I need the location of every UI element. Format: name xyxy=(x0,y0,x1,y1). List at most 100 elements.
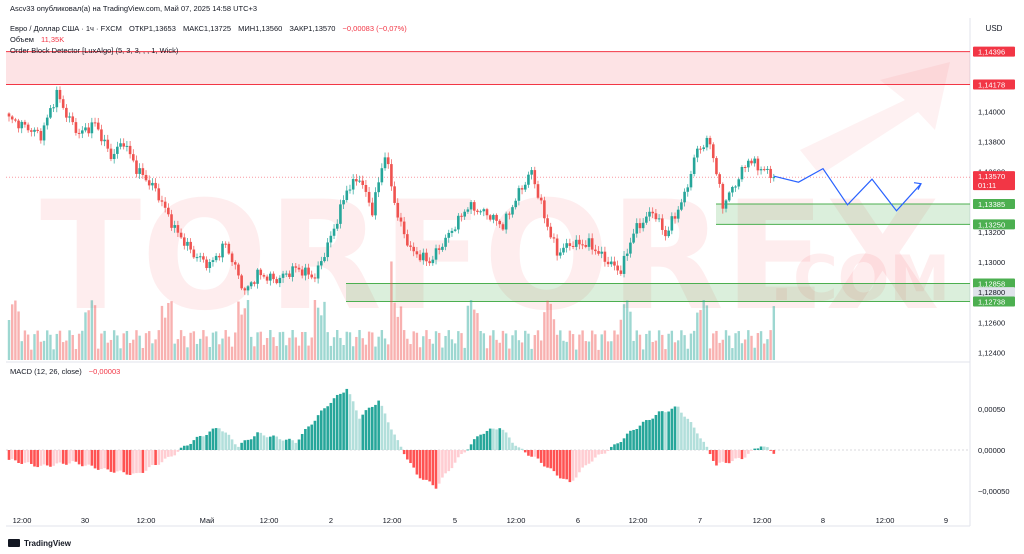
tradingview-mark-icon xyxy=(8,539,20,547)
macd-bar xyxy=(33,450,36,467)
volume-bar xyxy=(463,347,466,360)
macd-bar xyxy=(211,428,215,450)
macd-bar xyxy=(240,442,243,450)
macd-bar xyxy=(278,439,282,450)
macd-bar xyxy=(7,450,11,460)
price-tick-label: 1,13800 xyxy=(978,137,1005,146)
macd-bar xyxy=(170,450,173,457)
macd-bar xyxy=(552,450,556,472)
macd-bar xyxy=(533,450,537,457)
candle-body xyxy=(342,200,345,205)
symbol-name[interactable]: Евро / Доллар США · 1ч · FXCM xyxy=(10,24,122,33)
candle-body xyxy=(370,202,374,216)
candle-body xyxy=(702,147,706,150)
candle-body xyxy=(533,170,537,185)
macd-bar xyxy=(294,442,298,450)
candle-body xyxy=(428,261,431,264)
macd-bar xyxy=(488,428,492,450)
macd-bar xyxy=(428,450,431,482)
macd-bar xyxy=(418,450,422,479)
volume-bar xyxy=(125,330,129,360)
price-label: 1,12738 xyxy=(978,298,1005,307)
time-tick-label: 12:00 xyxy=(383,516,402,525)
indicator-legend[interactable]: Order Block Detector [LuxAlgo] (5, 3, 3,… xyxy=(10,46,183,56)
macd-bar xyxy=(214,428,218,450)
candle-body xyxy=(584,245,588,247)
candle-body xyxy=(402,221,406,235)
price-label-bg xyxy=(973,287,1015,298)
volume-bar xyxy=(492,330,495,360)
macd-bar xyxy=(355,410,358,450)
candle-body xyxy=(511,207,514,215)
macd-bar xyxy=(715,450,718,466)
volume-bar xyxy=(406,338,409,360)
candle-body xyxy=(33,129,36,132)
price-label: 1,12800 xyxy=(978,288,1005,297)
volume-bar xyxy=(214,331,218,360)
tradingview-logo[interactable]: TradingView xyxy=(8,539,71,548)
candle-body xyxy=(100,129,103,142)
candle-body xyxy=(36,129,39,131)
currency-label[interactable]: USD xyxy=(985,24,1003,33)
macd-bar xyxy=(651,418,655,450)
low-value: МИН1,13560 xyxy=(238,24,283,33)
macd-bar xyxy=(390,429,393,450)
volume-bar xyxy=(179,330,183,360)
volume-bar xyxy=(610,341,613,360)
volume-bar xyxy=(447,330,450,360)
macd-bar xyxy=(574,450,578,478)
macd-bar xyxy=(160,450,164,463)
macd-bar xyxy=(769,450,772,451)
candle-body xyxy=(42,125,46,141)
macd-bar xyxy=(441,450,444,478)
macd-bar xyxy=(141,450,145,473)
candle-body xyxy=(103,139,106,142)
macd-bar xyxy=(65,450,68,465)
macd-legend[interactable]: MACD (12, 26, close) −0,00003 xyxy=(10,367,125,377)
candle-body xyxy=(635,223,639,234)
macd-bar xyxy=(638,425,642,450)
volume-legend[interactable]: Объем 11,35K xyxy=(10,35,69,45)
macd-bar xyxy=(80,450,84,467)
candle-body xyxy=(131,154,135,161)
volume-bar xyxy=(208,346,211,360)
volume-bar xyxy=(294,337,298,360)
candle-body xyxy=(619,270,623,274)
candle-body xyxy=(160,200,164,202)
volume-bar xyxy=(715,330,718,360)
macd-bar xyxy=(629,430,632,450)
macd-bar xyxy=(559,450,562,479)
candle-body xyxy=(396,202,400,218)
macd-bar xyxy=(335,394,339,450)
macd-bar xyxy=(186,445,189,450)
volume-bar xyxy=(144,333,148,360)
candle-body xyxy=(307,267,310,275)
volume-bar xyxy=(422,336,425,360)
candle-body xyxy=(52,107,55,109)
candle-body xyxy=(393,186,396,203)
macd-bar xyxy=(39,450,43,466)
volume-bar xyxy=(734,333,737,360)
volume-bar xyxy=(766,339,769,360)
candle-body xyxy=(645,216,648,223)
time-tick-label: 12:00 xyxy=(629,516,648,525)
volume-bar xyxy=(619,319,623,360)
candle-body xyxy=(769,168,772,179)
macd-bar xyxy=(272,435,275,450)
volume-bar xyxy=(224,330,227,360)
macd-bar xyxy=(157,450,161,465)
macd-bar xyxy=(358,418,361,450)
candle-body xyxy=(517,188,521,201)
volume-bar xyxy=(262,344,266,360)
macd-bar xyxy=(565,450,568,480)
candle-body xyxy=(45,117,49,126)
volume-bar xyxy=(530,348,533,360)
macd-value: −0,00003 xyxy=(88,367,121,376)
candle-body xyxy=(195,257,199,259)
volume-bar xyxy=(151,343,154,360)
candle-body xyxy=(65,107,68,118)
candle-body xyxy=(399,217,403,222)
volume-bar xyxy=(132,339,135,360)
volume-bar xyxy=(230,346,234,360)
